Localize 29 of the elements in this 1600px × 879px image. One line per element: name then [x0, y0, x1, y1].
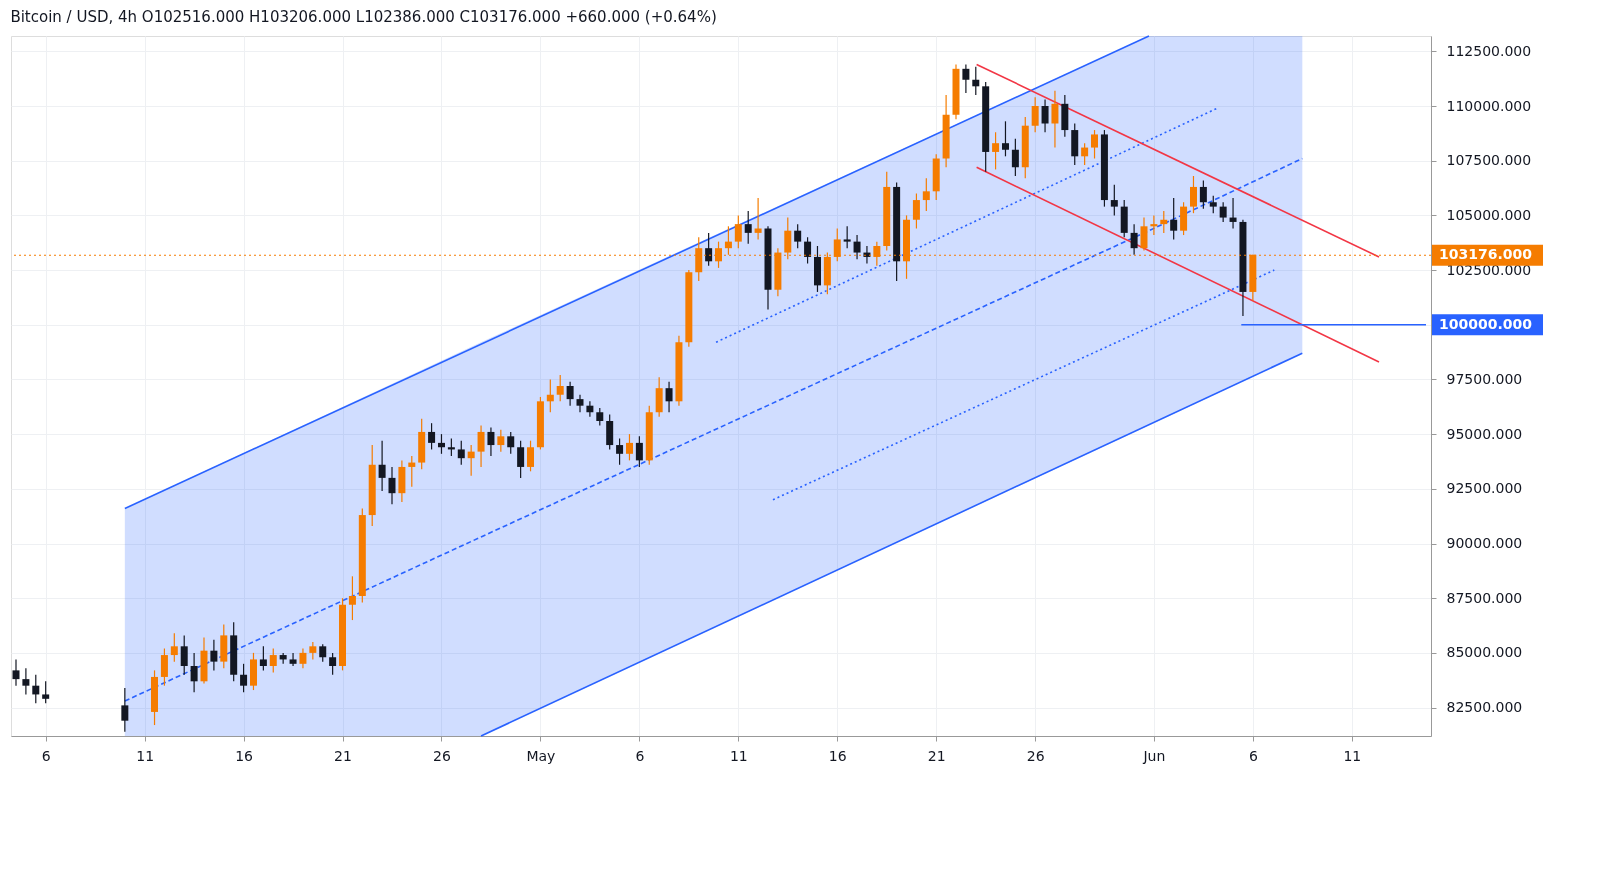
y-tick-label: 87500.000 [1446, 589, 1523, 606]
y-tick-label: 112500.000 [1446, 42, 1532, 59]
y-tick-label: 102500.000 [1446, 261, 1532, 278]
x-tick-label: 11 [1343, 747, 1362, 764]
x-tick-label: 6 [1248, 747, 1258, 764]
y-tick-label: 82500.000 [1446, 699, 1523, 716]
x-tick-label: 26 [433, 747, 451, 764]
x-tick-label: 11 [136, 747, 155, 764]
x-tick-label: 21 [927, 747, 946, 764]
y-tick-label: 110000.000 [1446, 97, 1532, 114]
y-tick-label: 97500.000 [1446, 370, 1523, 387]
x-tick-label: 26 [1026, 747, 1045, 764]
y-tick-label: 90000.000 [1446, 535, 1523, 551]
y-tick-label: 107500.000 [1446, 152, 1532, 169]
x-tick-label: Jun [1142, 747, 1166, 764]
x-tick-label: 16 [828, 747, 847, 764]
x-tick-label: 6 [41, 747, 51, 764]
x-tick-label: 16 [235, 747, 254, 764]
y-tick-label: 92500.000 [1446, 480, 1523, 497]
x-tick-label: 21 [334, 747, 352, 764]
x-tick-label: May [526, 747, 556, 764]
y-tick-label: 105000.000 [1446, 206, 1532, 223]
x-tick-label: 6 [635, 747, 645, 764]
ref-line-label: 103176.000 [1439, 246, 1533, 263]
annotation: 100000.000 [1439, 315, 1533, 332]
x-tick-label: 11 [729, 747, 748, 764]
y-tick-label: 85000.000 [1446, 644, 1523, 661]
chart-title: Bitcoin / USD, 4h O102516.000 H103206.000 L102386.000 C103176.000 +660.000 (+0.64%) [10, 8, 717, 27]
y-tick-label: 95000.000 [1446, 425, 1523, 442]
